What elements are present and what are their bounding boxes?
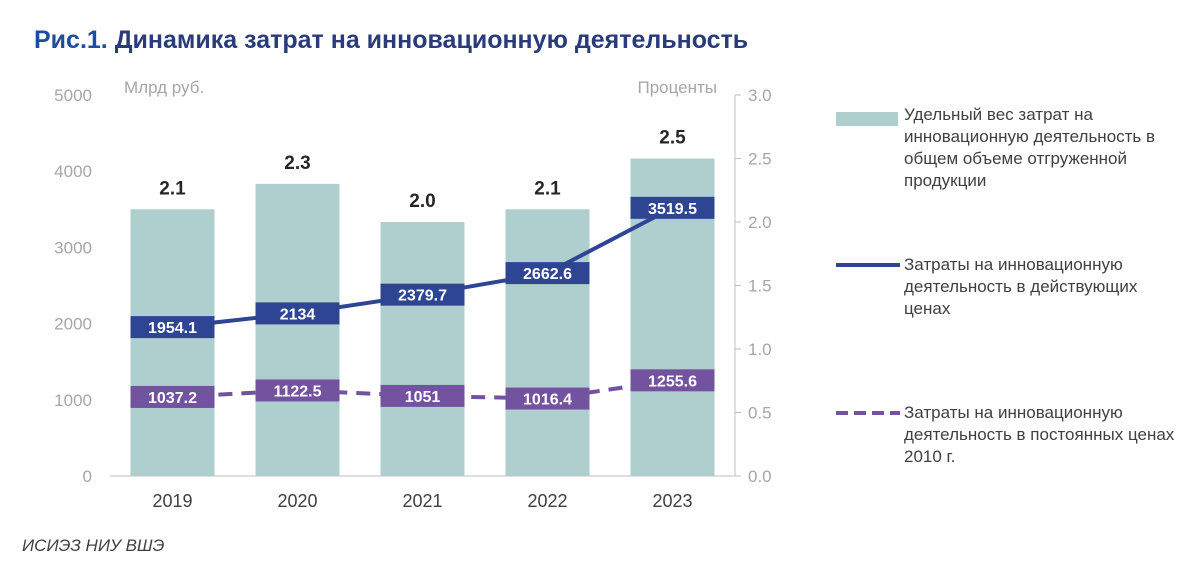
current-prices-data-label: 3519.5: [648, 201, 697, 218]
left-tick-label: 0: [83, 467, 92, 486]
left-tick-label: 5000: [54, 86, 92, 105]
constant-prices-label-box: [380, 384, 465, 407]
right-tick-label: 2.5: [748, 150, 772, 169]
constant-prices-data-label: 1037.2: [148, 390, 197, 407]
title-text: Динамика затрат на инновационную деятель…: [114, 26, 749, 54]
legend-label-current: Затраты на инновационную деятельность в …: [904, 255, 1138, 318]
constant-prices-label-box: [630, 369, 715, 392]
current-prices-label-box: [505, 262, 590, 285]
right-tick-label: 1.0: [748, 340, 772, 359]
bar-2021: [380, 222, 465, 476]
current-prices-data-label: 2134: [280, 306, 316, 323]
bar-value-label: 2.1: [534, 178, 561, 199]
left-tick-label: 1000: [54, 391, 92, 410]
current-prices-data-label: 2379.7: [398, 288, 447, 305]
bar-2019: [130, 209, 215, 477]
current-prices-data-label: 1954.1: [148, 320, 197, 337]
bar-value-label: 2.5: [659, 128, 686, 149]
x-tick-label: 2020: [277, 491, 317, 511]
figure-number: Рис.1.: [34, 26, 108, 54]
left-axis-unit: Млрд руб.: [124, 78, 204, 97]
legend-swatch-dashed-line: [836, 411, 900, 415]
current-prices-label-box: [130, 316, 215, 339]
constant-prices-data-label: 1255.6: [648, 373, 697, 390]
source-note: ИСИЭЗ НИУ ВШЭ: [22, 536, 165, 555]
constant-prices-data-label: 1016.4: [523, 392, 572, 409]
x-tick-label: 2023: [652, 491, 692, 511]
constant-prices-data-label: 1122.5: [273, 383, 321, 400]
right-tick-label: 0.5: [748, 404, 772, 423]
right-tick-label: 0.0: [748, 467, 772, 486]
constant-prices-label-box: [505, 387, 590, 410]
x-tick-label: 2019: [152, 491, 192, 511]
current-prices-data-label: 2662.6: [523, 266, 572, 283]
left-tick-label: 2000: [54, 315, 92, 334]
legend-swatch-bar: [836, 112, 898, 126]
legend-label-bar: Удельный вес затрат на инновационную дея…: [904, 105, 1156, 190]
constant-prices-data-label: 1051: [405, 389, 441, 406]
current-prices-label-box: [630, 196, 715, 219]
left-tick-label: 4000: [54, 162, 92, 181]
left-tick-label: 3000: [54, 238, 92, 257]
x-tick-label: 2022: [527, 491, 567, 511]
chart-title: Рис.1. Динамика затрат на инновационную …: [34, 26, 748, 55]
bar-value-label: 2.0: [409, 191, 435, 212]
x-tick-label: 2021: [402, 491, 442, 511]
current-prices-label-box: [380, 283, 465, 306]
bar-value-label: 2.1: [159, 178, 186, 199]
bar-value-label: 2.3: [284, 153, 310, 174]
bar-2020: [255, 183, 340, 476]
constant-prices-label-box: [130, 385, 215, 408]
bar-2022: [505, 209, 590, 477]
right-tick-label: 1.5: [748, 277, 772, 296]
right-tick-label: 3.0: [748, 86, 772, 105]
current-prices-label-box: [255, 302, 340, 325]
legend-label-constant: Затраты на инновационную деятельность в …: [904, 403, 1175, 466]
constant-prices-label-box: [255, 379, 340, 402]
right-tick-label: 2.0: [748, 213, 772, 232]
legend-swatch-solid-line: [836, 263, 900, 267]
right-axis-unit: Проценты: [637, 78, 717, 97]
